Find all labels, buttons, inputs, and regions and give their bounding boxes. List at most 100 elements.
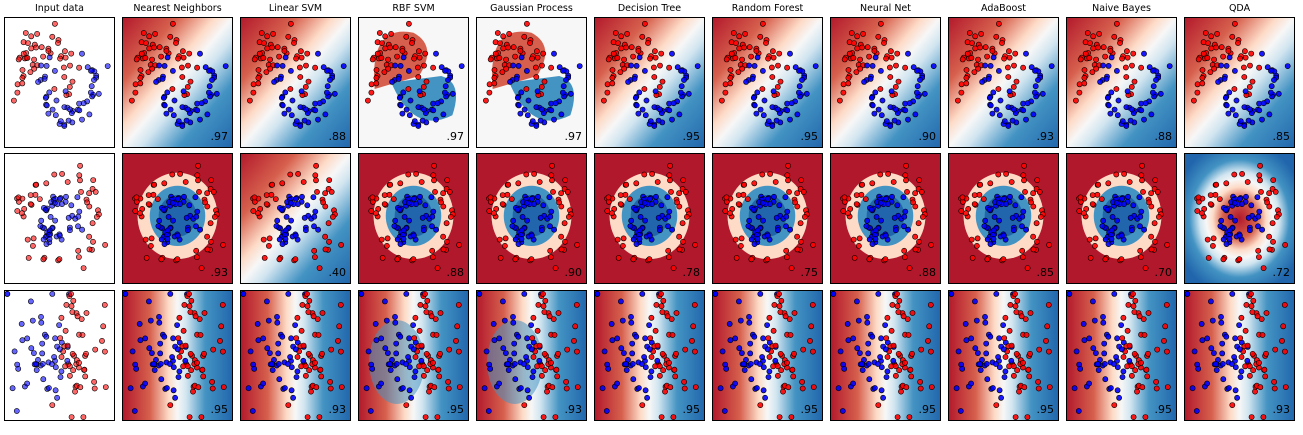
point-class1 bbox=[183, 214, 190, 221]
point-class0 bbox=[256, 50, 263, 57]
point-class1 bbox=[878, 68, 884, 74]
point-class1 bbox=[1226, 236, 1233, 242]
point-class0 bbox=[744, 196, 751, 202]
point-class1 bbox=[288, 364, 295, 371]
point-class0 bbox=[69, 309, 76, 315]
point-class0 bbox=[783, 247, 790, 254]
point-class1 bbox=[556, 64, 563, 71]
point-class0 bbox=[512, 53, 518, 60]
point-class0 bbox=[1046, 242, 1052, 248]
point-class1 bbox=[1023, 50, 1029, 57]
point-class1 bbox=[618, 345, 625, 352]
point-class1 bbox=[1011, 106, 1017, 113]
point-class0 bbox=[746, 44, 753, 51]
point-class0 bbox=[732, 55, 739, 61]
point-class1 bbox=[751, 333, 758, 340]
panel-0-4: Gaussian Process.97 bbox=[476, 3, 587, 148]
point-class0 bbox=[260, 236, 267, 243]
point-class1 bbox=[524, 200, 530, 206]
point-class1 bbox=[397, 63, 404, 69]
point-class0 bbox=[1194, 208, 1201, 214]
point-class0 bbox=[176, 314, 183, 321]
point-class1 bbox=[157, 350, 164, 357]
point-class0 bbox=[654, 342, 661, 349]
point-class1 bbox=[629, 361, 636, 367]
point-class0 bbox=[912, 233, 918, 240]
point-class1 bbox=[88, 83, 95, 90]
point-class0 bbox=[521, 33, 528, 40]
point-class0 bbox=[453, 338, 459, 344]
point-class1 bbox=[515, 241, 522, 247]
point-class0 bbox=[1153, 385, 1160, 392]
point-class0 bbox=[1246, 84, 1253, 90]
point-class0 bbox=[765, 335, 772, 341]
point-class1 bbox=[1146, 64, 1153, 71]
panel-1-7: .88 bbox=[830, 153, 941, 284]
point-class1 bbox=[639, 361, 645, 367]
point-class1 bbox=[1219, 361, 1226, 367]
point-class0 bbox=[626, 196, 633, 202]
point-class1 bbox=[963, 337, 970, 344]
point-class0 bbox=[1238, 354, 1245, 360]
point-class0 bbox=[1077, 56, 1084, 63]
point-class1 bbox=[878, 200, 884, 206]
point-class0 bbox=[1130, 414, 1137, 420]
point-class0 bbox=[1005, 74, 1012, 80]
point-class0 bbox=[1030, 203, 1037, 210]
point-class1 bbox=[993, 106, 1000, 113]
point-class1 bbox=[887, 104, 894, 110]
point-class1 bbox=[429, 213, 436, 220]
point-class0 bbox=[1153, 379, 1159, 385]
point-class0 bbox=[645, 40, 651, 46]
point-class0 bbox=[416, 48, 422, 55]
point-class1 bbox=[411, 196, 417, 202]
point-class0 bbox=[1235, 40, 1241, 46]
point-class0 bbox=[1242, 363, 1248, 370]
point-class1 bbox=[627, 223, 634, 229]
point-class1 bbox=[271, 79, 277, 85]
point-class1 bbox=[197, 226, 203, 233]
point-class1 bbox=[1102, 236, 1109, 243]
point-class0 bbox=[1113, 171, 1120, 178]
point-class0 bbox=[364, 97, 371, 104]
point-class0 bbox=[1195, 194, 1202, 201]
point-class1 bbox=[674, 64, 681, 71]
point-class1 bbox=[883, 196, 889, 202]
panel-2-1: .95 bbox=[122, 290, 233, 421]
point-class1 bbox=[476, 291, 483, 297]
point-class1 bbox=[865, 350, 872, 357]
point-class1 bbox=[1089, 298, 1096, 305]
point-class0 bbox=[152, 30, 158, 37]
point-class1 bbox=[914, 83, 921, 90]
point-class1 bbox=[787, 50, 793, 57]
point-class1 bbox=[279, 333, 286, 340]
point-class1 bbox=[1166, 63, 1173, 69]
panel-frame bbox=[830, 153, 941, 284]
point-class0 bbox=[1002, 354, 1009, 360]
point-class1 bbox=[654, 357, 661, 364]
point-class1 bbox=[971, 298, 978, 305]
point-class0 bbox=[1271, 379, 1277, 385]
point-class0 bbox=[1111, 33, 1118, 40]
point-class1 bbox=[900, 194, 907, 201]
point-class0 bbox=[1138, 254, 1144, 260]
point-class1 bbox=[74, 194, 81, 201]
point-class0 bbox=[1138, 359, 1144, 366]
point-class1 bbox=[1236, 322, 1242, 328]
point-class0 bbox=[1199, 67, 1206, 73]
point-class1 bbox=[1141, 226, 1147, 233]
point-class1 bbox=[901, 223, 907, 230]
point-class1 bbox=[855, 317, 862, 324]
point-class0 bbox=[1130, 291, 1136, 297]
point-class0 bbox=[385, 56, 391, 63]
point-class0 bbox=[853, 201, 860, 207]
point-class0 bbox=[534, 48, 540, 55]
point-class1 bbox=[65, 214, 72, 221]
point-class1 bbox=[982, 62, 988, 69]
panel-2-7: .95 bbox=[830, 290, 941, 421]
point-class1 bbox=[167, 106, 174, 113]
point-class1 bbox=[406, 217, 412, 224]
point-class1 bbox=[1114, 364, 1121, 371]
point-class1 bbox=[1024, 100, 1031, 107]
point-class0 bbox=[1034, 238, 1040, 245]
